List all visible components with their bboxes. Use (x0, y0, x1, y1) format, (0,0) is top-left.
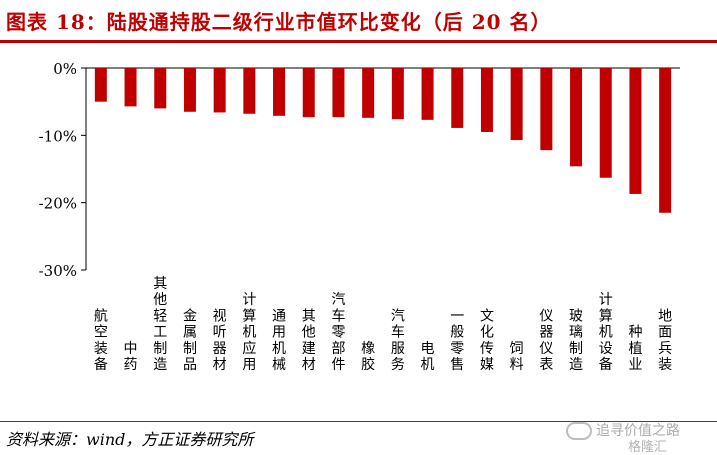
x-tick-label: 计算机应用 (242, 292, 256, 373)
x-tick-label: 航空装备 (94, 308, 108, 373)
x-tick-label: 种植业 (628, 325, 642, 373)
x-tick-label: 地面兵装 (658, 308, 672, 373)
footer-divider (0, 421, 717, 422)
bar (332, 68, 345, 118)
x-tick-label: 金属制品 (183, 308, 197, 373)
x-tick-label: 玻璃制造 (569, 308, 583, 373)
x-tick-label: 饲料 (510, 341, 524, 373)
bar (629, 68, 642, 194)
wechat-icon (566, 422, 592, 440)
bar (154, 68, 167, 109)
x-tick-label: 中药 (124, 341, 138, 373)
bar (362, 68, 375, 118)
x-tick-label: 汽车零部件 (331, 292, 345, 373)
watermark-name: 追寻价值之路 (596, 423, 680, 439)
bar (302, 68, 315, 118)
bar (451, 68, 464, 128)
bar (510, 68, 523, 141)
watermark: 追寻价值之路 格隆汇 (566, 420, 717, 455)
title-divider (0, 40, 717, 43)
bar (124, 68, 137, 107)
x-tick-label: 计算机设备 (599, 292, 613, 373)
y-tick-label: -10% (39, 127, 77, 145)
x-tick-label: 通用机械 (272, 308, 286, 373)
bar (659, 68, 672, 213)
x-tick-label: 文化传媒 (480, 308, 494, 373)
x-tick-label: 其他轻工制造 (153, 276, 167, 373)
bar (391, 68, 404, 120)
bar (570, 68, 583, 167)
bar (421, 68, 434, 120)
watermark-sub: 格隆汇 (628, 440, 668, 455)
bar (599, 68, 612, 178)
chart-title: 图表 18：陆股通持股二级行业市值环比变化（后 20 名） (6, 10, 552, 34)
bar (273, 68, 286, 116)
x-tick-label: 橡胶 (361, 341, 375, 373)
x-tick-label: 汽车服务 (391, 308, 405, 373)
bar (540, 68, 553, 151)
x-tick-label: 一般零售 (450, 308, 464, 373)
bar (480, 68, 493, 132)
y-tick-label: 0% (53, 60, 77, 78)
bar (213, 68, 226, 113)
x-tick-label: 电机 (421, 341, 435, 373)
x-tick-label: 视听器材 (213, 308, 227, 373)
x-tick-label: 仪器仪表 (539, 308, 553, 373)
bar (243, 68, 256, 114)
source-note: 资料来源：wind，方正证券研究所 (6, 430, 254, 449)
bar (94, 68, 107, 102)
y-tick-label: -20% (39, 195, 77, 213)
y-tick-label: -30% (39, 262, 77, 280)
bar (183, 68, 196, 112)
x-tick-label: 其他建材 (302, 308, 316, 373)
title-bar: 图表 18：陆股通持股二级行业市值环比变化（后 20 名） (0, 0, 717, 43)
